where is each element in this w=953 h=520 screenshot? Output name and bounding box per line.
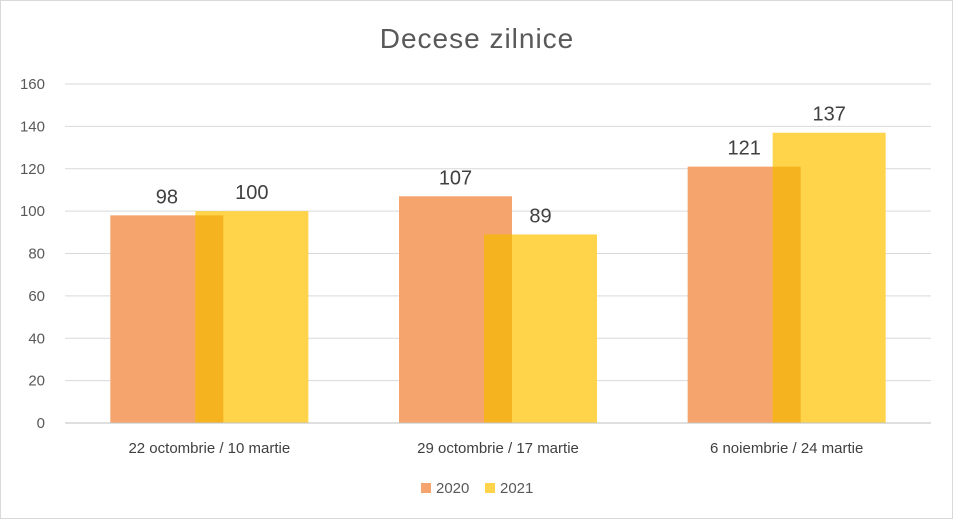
- data-label-2020: 98: [156, 186, 178, 208]
- y-tick-label: 20: [28, 373, 45, 390]
- legend: 2020 2021: [421, 480, 533, 497]
- x-axis: 22 octombrie / 10 martie 29 octombrie / 1…: [65, 422, 931, 457]
- x-tick-label: 22 octombrie / 10 martie: [128, 440, 290, 457]
- chart-title: Decese zilnice: [380, 23, 575, 54]
- legend-label-2020: 2020: [436, 480, 469, 497]
- y-tick-label: 100: [20, 203, 45, 220]
- x-tick-label: 29 octombrie / 17 martie: [417, 440, 579, 457]
- x-tick-label: 6 noiembrie / 24 martie: [710, 440, 863, 457]
- legend-label-2021: 2021: [500, 480, 533, 497]
- legend-swatch-2020: [421, 483, 431, 493]
- legend-swatch-2021: [485, 483, 495, 493]
- y-axis: 0 20 40 60 80 100 120 140 160: [20, 76, 45, 432]
- data-label-2020: 121: [727, 138, 760, 160]
- bars: [110, 132, 886, 423]
- data-label-2021: 100: [235, 182, 268, 204]
- data-label-2020: 107: [439, 167, 472, 189]
- bar-overlap: [772, 166, 801, 423]
- data-labels: 98 100 107 89 121 137: [156, 104, 846, 228]
- y-tick-label: 60: [28, 288, 45, 305]
- bar-overlap: [195, 215, 224, 423]
- y-tick-label: 80: [28, 246, 45, 263]
- data-label-2021: 89: [529, 205, 551, 227]
- y-tick-label: 0: [37, 415, 45, 432]
- y-tick-label: 160: [20, 76, 45, 93]
- y-tick-label: 120: [20, 161, 45, 178]
- y-tick-label: 40: [28, 330, 45, 347]
- y-tick-label: 140: [20, 118, 45, 135]
- bar-overlap: [484, 234, 512, 423]
- data-label-2021: 137: [812, 104, 845, 126]
